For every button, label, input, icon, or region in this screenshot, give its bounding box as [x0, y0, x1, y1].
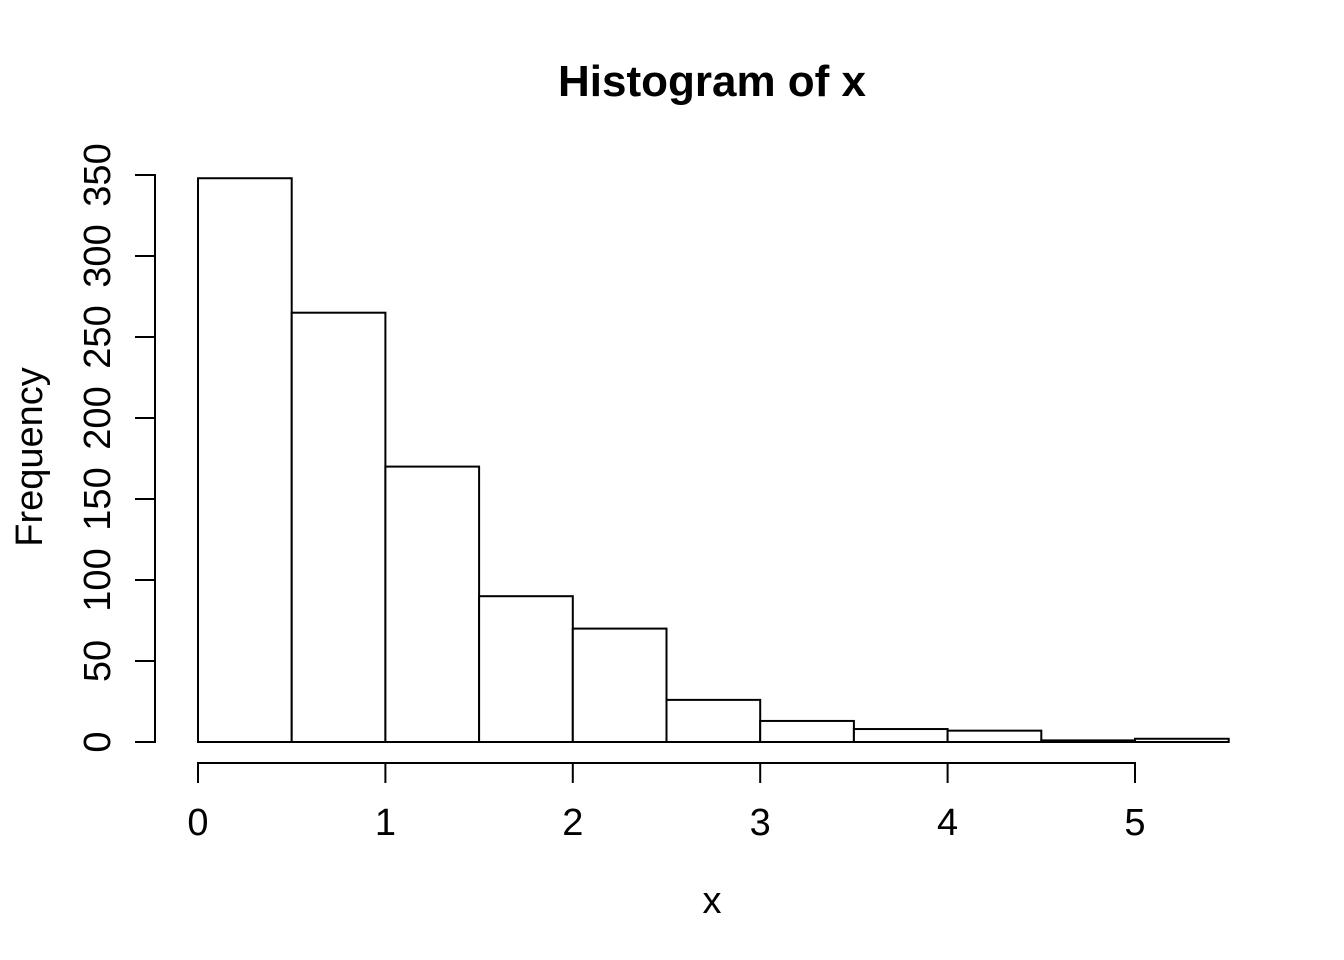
- y-axis: 0 50 100 150 200 250 300 350: [77, 143, 156, 753]
- x-axis: 0 1 2 3 4 5: [187, 762, 1146, 844]
- histogram-bar: [478, 595, 574, 744]
- histogram-bar: [290, 311, 387, 743]
- y-tick-label: 250: [77, 305, 119, 368]
- y-tick-label: 150: [77, 467, 119, 530]
- chart-title: Histogram of x: [558, 57, 867, 106]
- histogram-bar: [1134, 737, 1230, 744]
- y-tick-label: 300: [77, 224, 119, 287]
- histogram-bar: [946, 729, 1043, 743]
- y-tick-label: 200: [77, 386, 119, 449]
- x-tick-label: 5: [1124, 802, 1145, 844]
- histogram-bar: [759, 719, 855, 744]
- y-axis-label: Frequency: [9, 367, 51, 547]
- x-tick-label: 2: [562, 802, 583, 844]
- x-tick-label: 3: [750, 802, 771, 844]
- x-tick-label: 1: [375, 802, 396, 844]
- histogram-bar: [571, 627, 668, 743]
- y-tick-label: 350: [77, 143, 119, 206]
- x-tick-label: 4: [937, 802, 958, 844]
- histogram-bar: [1040, 739, 1137, 744]
- histogram-bar: [665, 698, 762, 744]
- y-tick-label: 0: [77, 731, 119, 752]
- histogram-bar: [197, 177, 293, 744]
- histogram-bar: [384, 465, 481, 743]
- y-tick-label: 100: [77, 548, 119, 611]
- histogram-bar: [852, 728, 949, 743]
- histogram-bars: [197, 177, 1230, 744]
- x-axis-label: x: [703, 880, 722, 922]
- x-tick-label: 0: [187, 802, 208, 844]
- y-tick-label: 50: [77, 640, 119, 682]
